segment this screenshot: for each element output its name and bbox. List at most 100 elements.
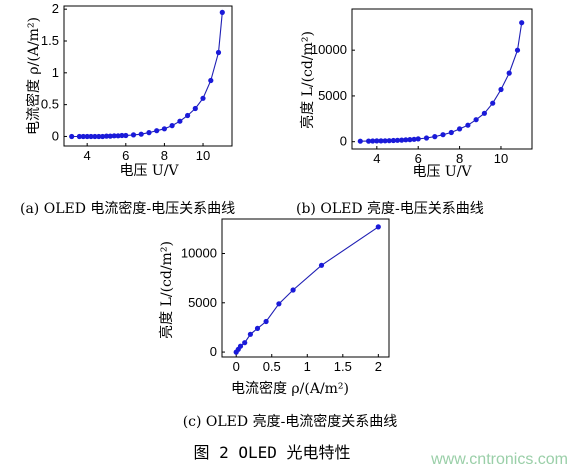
chart-a-ytick-label: 1	[52, 65, 59, 80]
chart-c-xtick-label: 1.5	[334, 359, 352, 374]
chart-b-data-point	[378, 138, 384, 144]
figure-title: 图 2 OLED 光电特性	[193, 443, 350, 462]
chart-b-data-point	[465, 122, 471, 128]
chart-a: 4 6 8 10 0 0.5 1 1.5 2 电压 U/V 电流密度 ρ/(A/m²)	[25, 1, 233, 179]
chart-c-xtick-label: 0	[233, 359, 240, 374]
chart-b-data-point	[448, 129, 454, 136]
chart-a-frame	[63, 5, 233, 147]
chart-b-data-point	[394, 137, 401, 143]
chart-a-data-point	[185, 112, 191, 119]
chart-a-data-point	[76, 133, 82, 140]
chart-a-data-point	[111, 133, 117, 139]
chart-b-data-point	[374, 138, 380, 144]
chart-a-ytick-label: 0	[52, 128, 59, 143]
chart-b-data-point	[411, 136, 417, 142]
chart-b-data-point	[432, 134, 438, 140]
caption-a: (a) OLED 电流密度-电压关系曲线	[20, 200, 235, 217]
chart-b-ytick-label: 10000	[311, 42, 347, 57]
chart-c-data-point	[237, 343, 244, 349]
chart-a-data-point	[192, 105, 198, 112]
chart-c-points	[233, 224, 381, 355]
chart-b-data-point	[457, 126, 463, 132]
chart-c-series-line	[235, 226, 379, 353]
chart-b-frame	[351, 8, 533, 150]
chart-b-xtick-label: 6	[415, 151, 422, 166]
chart-c-data-point	[375, 224, 381, 230]
watermark-text: www.cntronics.com	[430, 451, 568, 468]
chart-b-data-point	[490, 100, 496, 106]
chart-c-xtick-label: 1	[304, 359, 311, 374]
chart-a-xtick-label: 4	[84, 148, 91, 163]
chart-c-data-point	[318, 262, 325, 268]
chart-c-xtick-label: 2	[375, 359, 382, 374]
chart-b-ytick-label: 5000	[318, 88, 347, 103]
chart-a-data-point	[215, 49, 222, 56]
chart-a-xtick-label: 6	[122, 148, 129, 163]
chart-b-data-point	[415, 136, 421, 142]
chart-b-data-point	[473, 117, 479, 123]
chart-b-data-point	[423, 135, 430, 141]
chart-b-xlabel: 电压 U/V	[412, 164, 472, 180]
chart-c: 0 0.5 1 1.5 2 0 5000 10000 电流密度 ρ/(A/m²) 亮度 L/(…	[158, 218, 390, 397]
chart-a-points	[69, 9, 225, 140]
chart-b-data-point	[403, 137, 409, 143]
chart-a-data-point	[146, 130, 152, 136]
chart-a-data-point	[80, 133, 86, 140]
chart-b: 4 6 8 10 0 5000 10000 电压 U/V 亮度 L/(cd/m²)	[299, 8, 533, 180]
chart-c-ticks: 0 0.5 1 1.5 2 0 5000 10000	[181, 246, 382, 375]
chart-b-points	[357, 20, 525, 144]
chart-b-data-point	[440, 132, 446, 138]
chart-b-xtick-label: 8	[456, 151, 463, 166]
chart-a-ytick-label: 1.5	[41, 33, 59, 48]
chart-a-data-point	[88, 133, 94, 140]
chart-b-data-point	[519, 20, 525, 26]
chart-a-ticks: 4 6 8 10 0 0.5 1 1.5 2	[41, 1, 210, 163]
chart-c-data-point	[290, 287, 296, 293]
chart-b-ytick-label: 0	[340, 134, 347, 149]
chart-b-data-point	[382, 138, 388, 144]
chart-c-data-point	[242, 340, 248, 346]
chart-c-xtick-label: 0.5	[263, 359, 281, 374]
chart-a-data-point	[130, 132, 137, 138]
chart-b-data-point	[390, 137, 396, 144]
chart-a-data-point	[119, 132, 125, 139]
chart-a-data-point	[107, 133, 113, 139]
chart-c-data-point	[263, 318, 269, 325]
chart-a-data-point	[69, 133, 75, 140]
chart-a-data-point	[100, 133, 106, 140]
chart-b-data-point	[366, 138, 372, 144]
chart-c-data-point	[276, 301, 282, 307]
caption-c: (c) OLED 亮度-电流密度关系曲线	[183, 413, 398, 430]
chart-b-data-point	[386, 138, 392, 144]
chart-a-data-point	[161, 126, 167, 132]
chart-a-data-point	[177, 118, 183, 124]
chart-a-ylabel: 电流密度 ρ/(A/m²)	[25, 17, 42, 135]
chart-c-ytick-label: 10000	[181, 246, 217, 261]
chart-b-data-point	[498, 86, 504, 93]
chart-b-data-point	[399, 137, 405, 143]
chart-c-data-point	[254, 325, 261, 331]
chart-a-data-point	[154, 128, 160, 134]
chart-b-series-line	[360, 22, 523, 142]
caption-b: (b) OLED 亮度-电压关系曲线	[296, 200, 484, 217]
chart-c-frame	[221, 218, 390, 358]
chart-b-data-point	[407, 137, 413, 143]
chart-a-data-point	[92, 133, 98, 140]
chart-b-ylabel: 亮度 L/(cd/m²)	[299, 31, 316, 129]
chart-b-data-point	[514, 47, 521, 53]
chart-a-xlabel: 电压 U/V	[119, 163, 179, 179]
chart-b-data-point	[506, 70, 512, 76]
chart-a-data-point	[115, 133, 121, 139]
chart-a-data-point	[103, 133, 110, 139]
chart-a-ytick-label: 0.5	[41, 97, 59, 112]
chart-c-xlabel: 电流密度 ρ/(A/m²)	[231, 380, 349, 397]
chart-b-xtick-label: 4	[373, 151, 380, 166]
chart-a-data-point	[200, 95, 206, 101]
chart-b-data-point	[370, 138, 376, 144]
chart-b-xtick-label: 10	[494, 151, 508, 166]
chart-a-xtick-label: 8	[161, 148, 168, 163]
chart-a-data-point	[123, 132, 129, 139]
chart-a-data-point	[219, 9, 225, 15]
chart-a-data-point	[138, 131, 144, 137]
